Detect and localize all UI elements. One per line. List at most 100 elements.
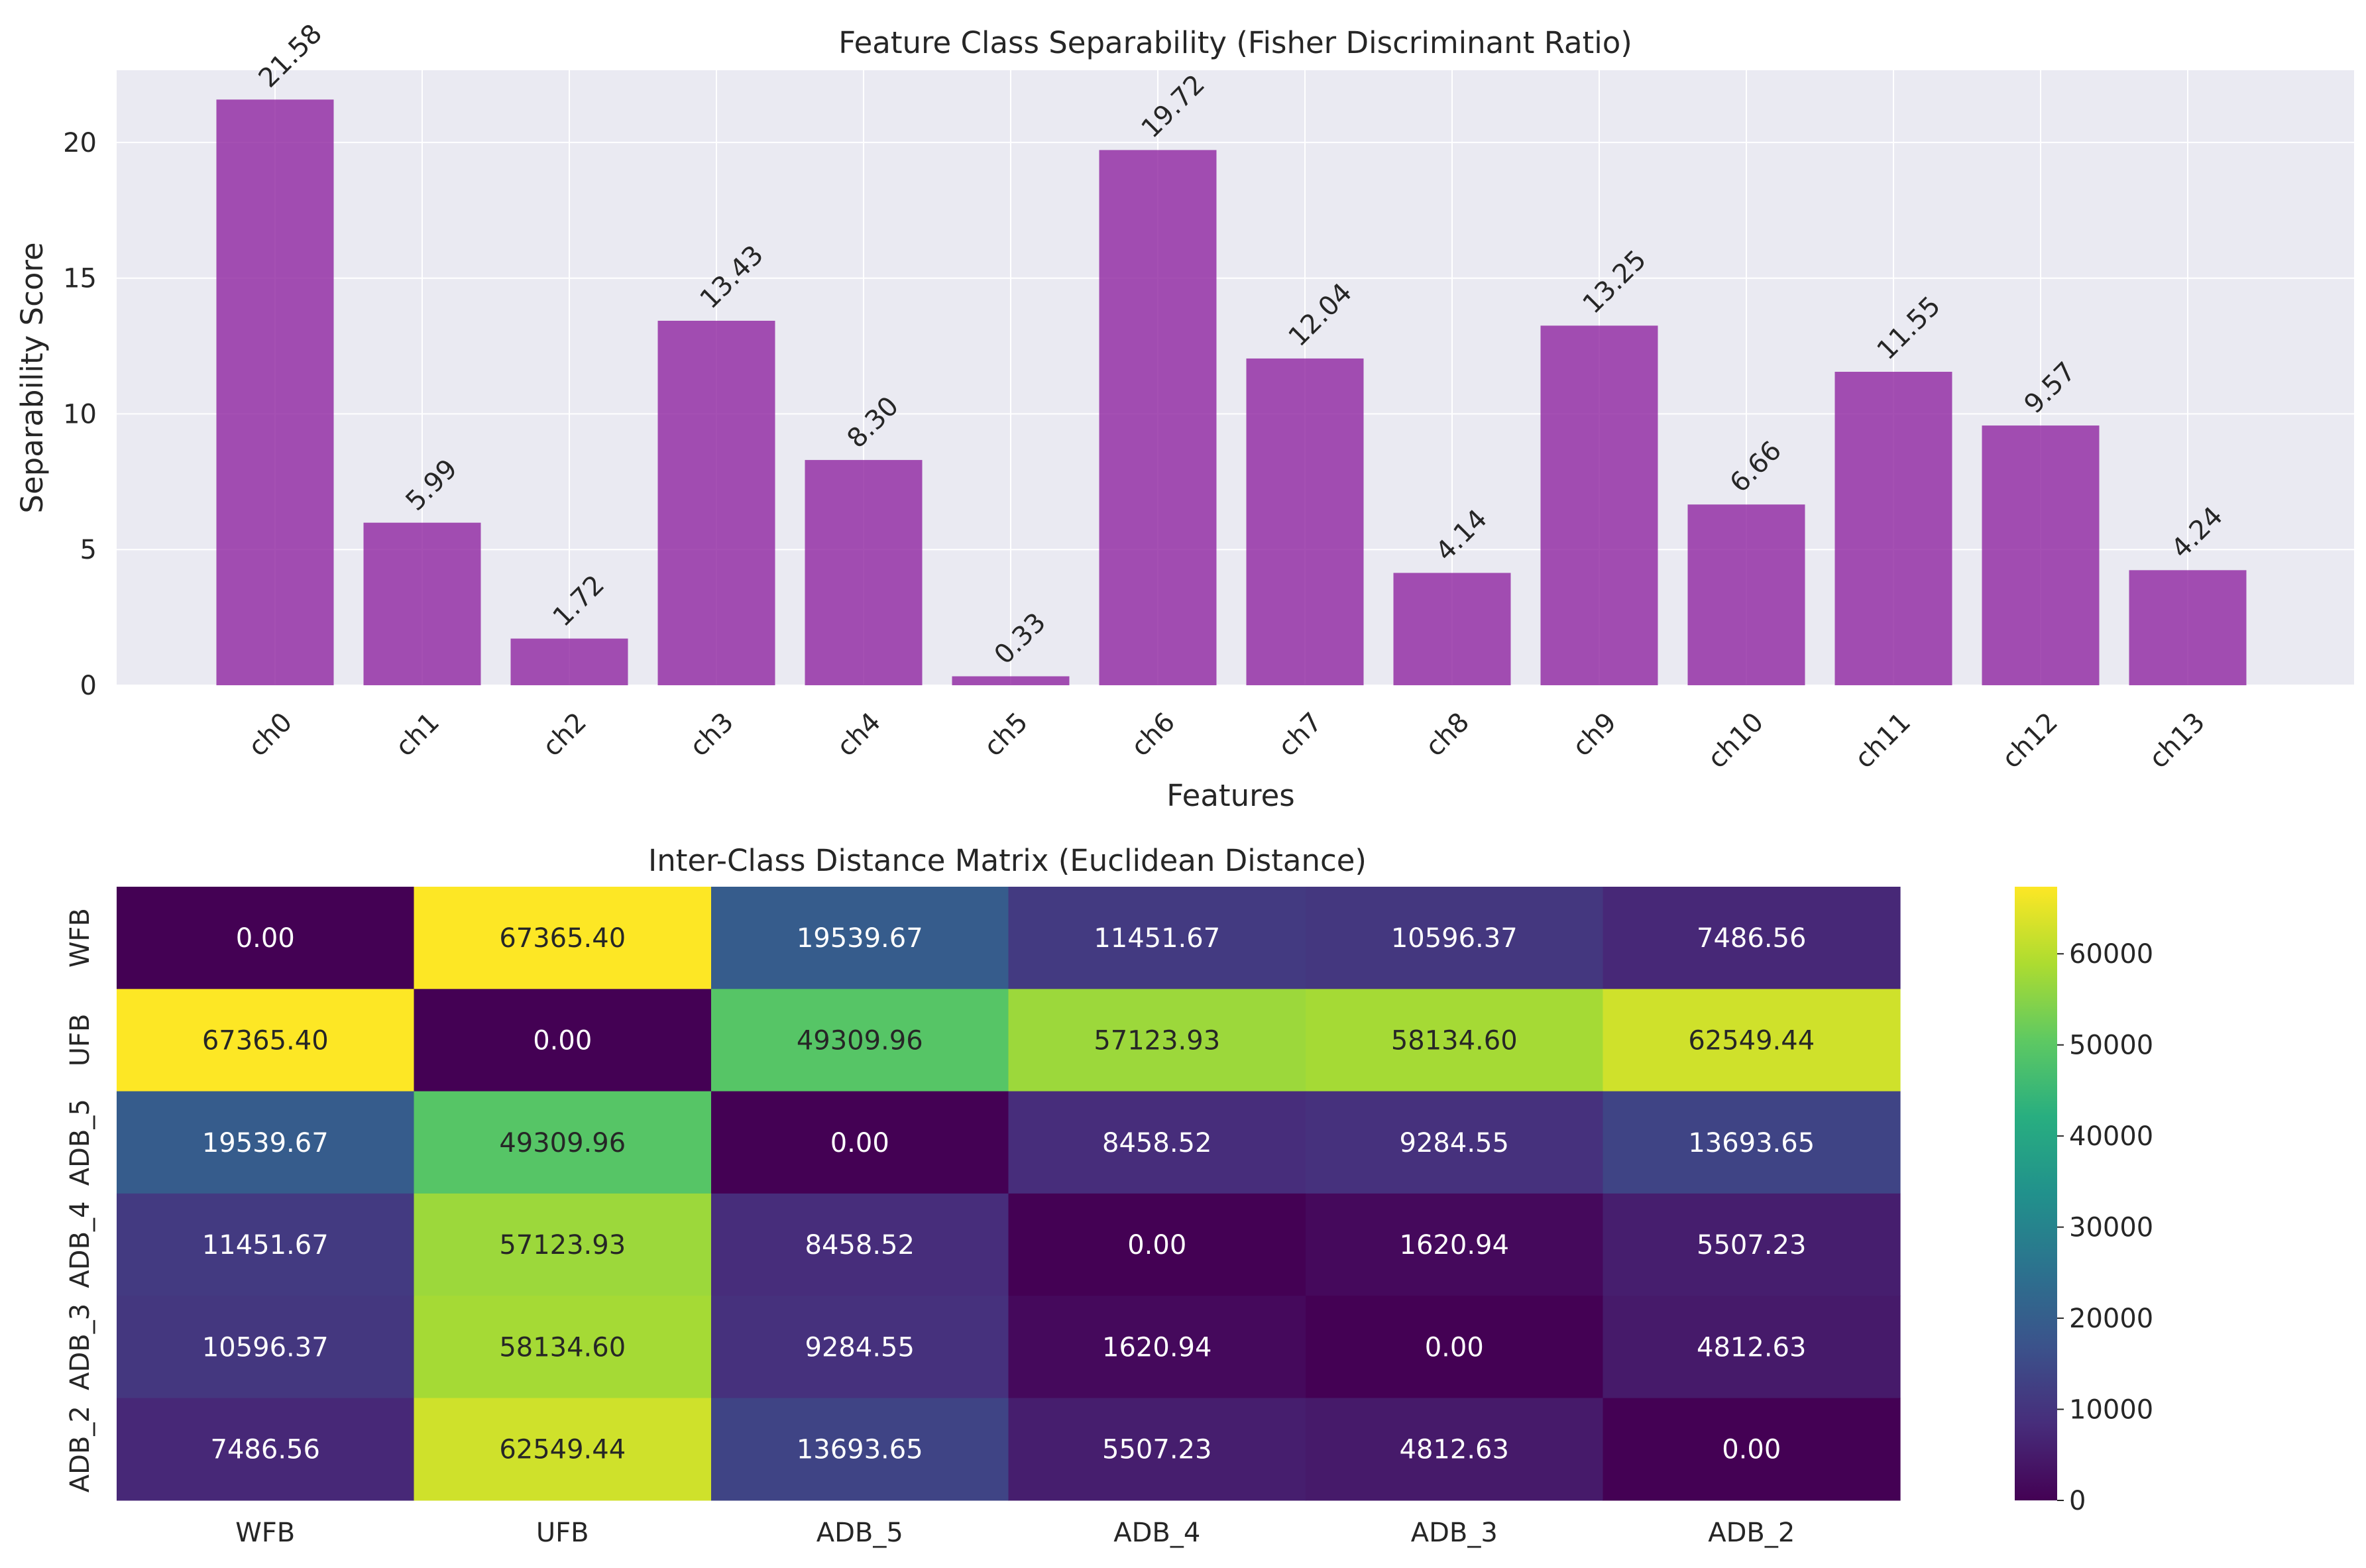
bar-x-tick-label: ch6	[1125, 707, 1181, 763]
bar-x-tick-label: ch4	[831, 707, 887, 763]
bar-x-tick-label: ch7	[1272, 707, 1328, 763]
heatmap-cell	[414, 1091, 712, 1194]
heatmap-cell	[1306, 1091, 1604, 1194]
heatmap-cell-label: 19539.67	[797, 923, 923, 954]
heatmap-column-label: ADB_5	[817, 1518, 903, 1548]
heatmap-cell-label: 5507.23	[1697, 1230, 1806, 1260]
heatmap-cell-label: 8458.52	[1102, 1128, 1211, 1158]
heatmap-cell-label: 10596.37	[1391, 923, 1518, 954]
bar-ch0	[216, 99, 334, 685]
bar-x-tick-label: ch13	[2143, 707, 2211, 775]
heatmap-cell-label: 11451.67	[1094, 923, 1220, 954]
heatmap-row-label: ADB_3	[65, 1304, 95, 1390]
bar-y-tick-label: 5	[80, 535, 97, 565]
heatmap-cell	[1008, 1398, 1306, 1501]
bar-x-tick-label: ch10	[1702, 707, 1770, 775]
heatmap-cell-label: 62549.44	[499, 1435, 626, 1465]
heatmap-cell	[117, 989, 415, 1092]
bar-x-tick-label: ch2	[537, 707, 592, 763]
distance-heatmap: 0.00 67365.40 19539.67 11451.67 10596.37 7486…	[65, 843, 2153, 1548]
heatmap-cell	[414, 1398, 712, 1501]
heatmap-cell-label: 4812.63	[1400, 1435, 1509, 1465]
bar-ch2	[510, 638, 628, 685]
heatmap-cell-label: 10596.37	[202, 1332, 329, 1363]
bar-ch7	[1246, 358, 1364, 685]
colorbar-tick-label: 30000	[2069, 1213, 2153, 1243]
bar-ch11	[1834, 371, 1952, 685]
bar-ch12	[1982, 425, 2100, 685]
heatmap-cell-label: 0.00	[533, 1025, 592, 1056]
heatmap-cell	[1306, 1193, 1604, 1296]
heatmap-cell	[1306, 1398, 1604, 1501]
colorbar-tick-label: 60000	[2069, 939, 2153, 970]
heatmap-column-label: WFB	[235, 1518, 295, 1548]
heatmap-column-labels: WFB UFB ADB_5 ADB_4 ADB_3 ADB_2	[235, 1518, 1795, 1548]
heatmap-cell-label: 67365.40	[202, 1025, 329, 1056]
heatmap-cell	[1603, 1193, 1901, 1296]
heatmap-cell	[1008, 1296, 1306, 1399]
heatmap-cell	[1306, 989, 1604, 1092]
heatmap-cell	[117, 1296, 415, 1399]
bar-x-tick-label: ch1	[390, 707, 445, 763]
heatmap-cell-label: 8458.52	[805, 1230, 915, 1260]
heatmap-cell-label: 67365.40	[499, 923, 626, 954]
heatmap-row-labels: WFB UFB ADB_5 ADB_4 ADB_3 ADB_2	[65, 908, 95, 1492]
bar-x-axis-label: Features	[1166, 778, 1295, 813]
heatmap-cell	[1603, 1296, 1901, 1399]
bar-marks	[216, 99, 2247, 685]
heatmap-cell-label: 9284.55	[805, 1332, 915, 1363]
heatmap-column-label: ADB_4	[1113, 1518, 1200, 1548]
heatmap-cell-label: 49309.96	[499, 1128, 626, 1158]
heatmap-cell-label: 19539.67	[202, 1128, 329, 1158]
bar-plot-background	[117, 70, 2354, 685]
bar-ch1	[363, 522, 481, 685]
heatmap-cell-label: 49309.96	[797, 1025, 923, 1056]
bar-x-tick-label: ch5	[978, 707, 1034, 763]
heatmap-cell-label: 0.00	[1425, 1332, 1484, 1363]
bar-ch5	[952, 676, 1070, 685]
separability-bar-chart: 21.585.991.7213.438.300.3319.7212.044.14…	[15, 19, 2354, 813]
heatmap-cell	[711, 887, 1009, 989]
heatmap-cell-label: 5507.23	[1102, 1435, 1211, 1465]
bar-y-tick-label: 20	[63, 128, 97, 158]
heatmap-cell-label: 62549.44	[1688, 1025, 1815, 1056]
heatmap-cell	[117, 887, 415, 989]
colorbar	[2015, 887, 2057, 1500]
heatmap-cell	[1603, 989, 1901, 1092]
heatmap-cell	[414, 989, 712, 1092]
heatmap-cell-label: 4812.63	[1697, 1332, 1806, 1363]
heatmap-column-label: ADB_2	[1708, 1518, 1795, 1548]
heatmap-cell-label: 57123.93	[1094, 1025, 1220, 1056]
heatmap-cell	[711, 1398, 1009, 1501]
heatmap-cell	[1008, 1091, 1306, 1194]
bar-y-tick-labels: 0 5 10 15 20	[63, 128, 97, 701]
bar-y-tick-label: 15	[63, 264, 97, 294]
heatmap-cell-label: 0.00	[236, 923, 295, 954]
heatmap-cell-label: 0.00	[830, 1128, 889, 1158]
bar-x-tick-label: ch12	[1996, 707, 2064, 775]
heatmap-cell	[1603, 1398, 1901, 1501]
colorbar-tick-label: 10000	[2069, 1395, 2153, 1426]
heatmap-cell-label: 7486.56	[211, 1435, 320, 1465]
heatmap-cell	[414, 887, 712, 989]
heatmap-cell	[1008, 989, 1306, 1092]
bar-ch6	[1099, 150, 1217, 685]
heatmap-cell	[711, 1091, 1009, 1194]
heatmap-title: Inter-Class Distance Matrix (Euclidean D…	[648, 843, 1367, 878]
heatmap-cell	[414, 1296, 712, 1399]
heatmap-cell-label: 58134.60	[499, 1332, 626, 1363]
heatmap-cell	[117, 1091, 415, 1194]
heatmap-cell-label: 13693.65	[1688, 1128, 1815, 1158]
heatmap-row-label: ADB_5	[65, 1099, 95, 1186]
bar-x-tick-label: ch0	[243, 707, 298, 763]
heatmap-cell	[711, 989, 1009, 1092]
bar-x-tick-label: ch3	[684, 707, 740, 763]
heatmap-cell-label: 1620.94	[1102, 1332, 1211, 1363]
heatmap-cell-label: 1620.94	[1400, 1230, 1509, 1260]
heatmap-row-label: ADB_4	[65, 1202, 95, 1288]
heatmap-column-label: UFB	[536, 1518, 589, 1548]
heatmap-cell	[1008, 1193, 1306, 1296]
heatmap-cells	[117, 887, 1901, 1501]
bar-ch3	[657, 320, 775, 685]
